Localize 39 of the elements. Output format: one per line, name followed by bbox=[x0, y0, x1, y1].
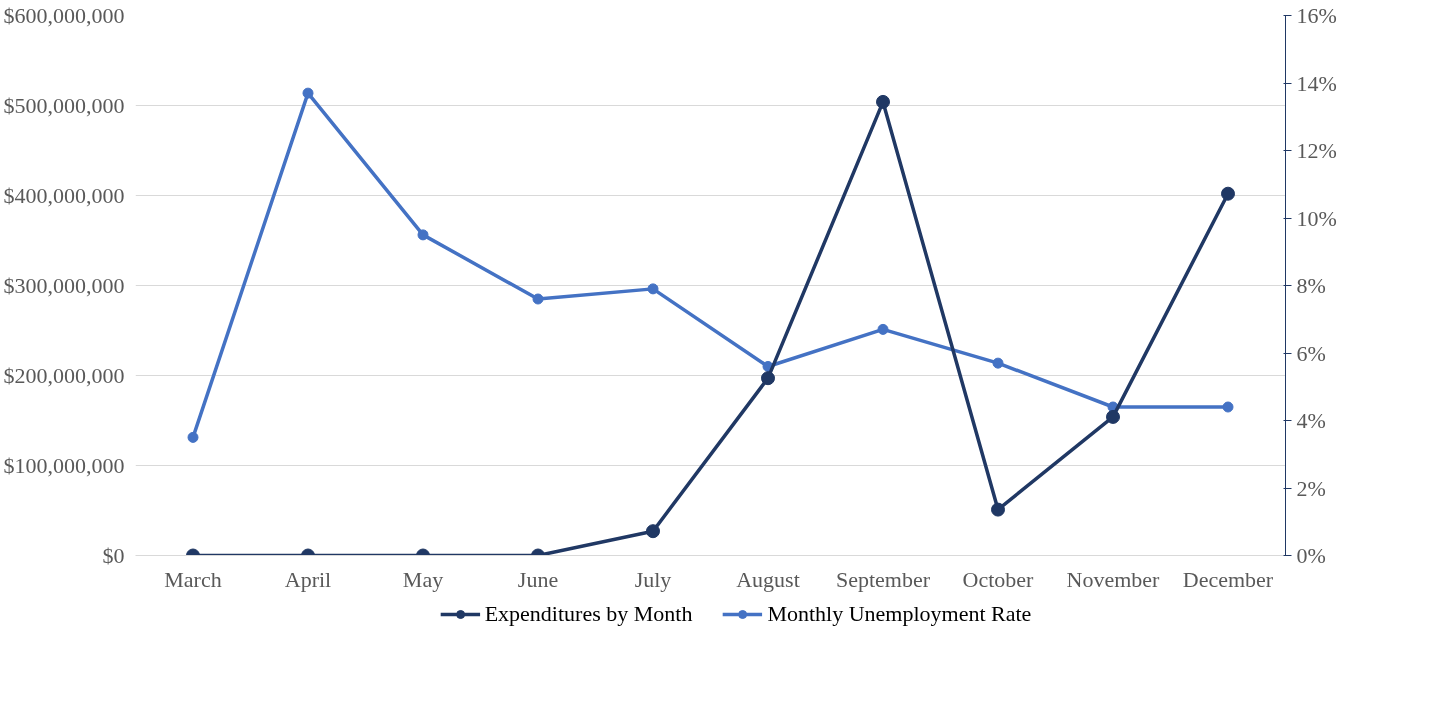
y2-tick-label: 0% bbox=[1296, 543, 1326, 568]
x-tick-label: April bbox=[284, 566, 332, 592]
point bbox=[302, 87, 314, 99]
point bbox=[1106, 409, 1120, 424]
point bbox=[876, 94, 890, 109]
y-tick-label: $200,000,000 bbox=[3, 363, 125, 388]
point bbox=[1221, 186, 1235, 201]
y-tick-label: $300,000,000 bbox=[3, 273, 125, 298]
y2-tick-label: 12% bbox=[1296, 138, 1337, 163]
x-tick-label: March bbox=[164, 566, 222, 592]
point bbox=[877, 323, 889, 335]
point bbox=[187, 431, 199, 443]
point bbox=[532, 293, 544, 305]
point bbox=[1222, 401, 1234, 413]
y2-tick-label: 2% bbox=[1296, 475, 1326, 501]
point bbox=[647, 283, 659, 295]
x-tick-label: May bbox=[402, 566, 444, 592]
y-tick-label: $500,000,000 bbox=[3, 93, 125, 118]
x-tick-label: August bbox=[736, 566, 800, 592]
point bbox=[992, 357, 1004, 369]
y2-tick-label: 6% bbox=[1296, 340, 1326, 366]
y2-tick-label: 4% bbox=[1296, 408, 1326, 433]
y2-tick-label: 16% bbox=[1296, 3, 1337, 28]
x-tick-label: December bbox=[1182, 566, 1274, 592]
x-tick-label: October bbox=[962, 566, 1035, 592]
x-tick-label: June bbox=[517, 566, 559, 592]
y2-tick-label: 8% bbox=[1296, 273, 1326, 298]
y-tick-label: $0 bbox=[102, 543, 125, 568]
legend-label: Monthly Unemployment Rate bbox=[767, 601, 1032, 627]
y-tick-label: $100,000,000 bbox=[3, 453, 125, 478]
x-tick-label: September bbox=[835, 566, 931, 592]
y-tick-label: $600,000,000 bbox=[3, 3, 125, 28]
x-tick-label: November bbox=[1066, 566, 1161, 592]
y-tick-label: $400,000,000 bbox=[3, 183, 125, 208]
x-tick-label: July bbox=[634, 566, 672, 592]
point bbox=[417, 229, 429, 241]
y2-tick-label: 14% bbox=[1296, 70, 1337, 96]
legend-label: Expenditures by Month bbox=[484, 601, 693, 627]
y2-tick-label: 10% bbox=[1296, 205, 1337, 231]
